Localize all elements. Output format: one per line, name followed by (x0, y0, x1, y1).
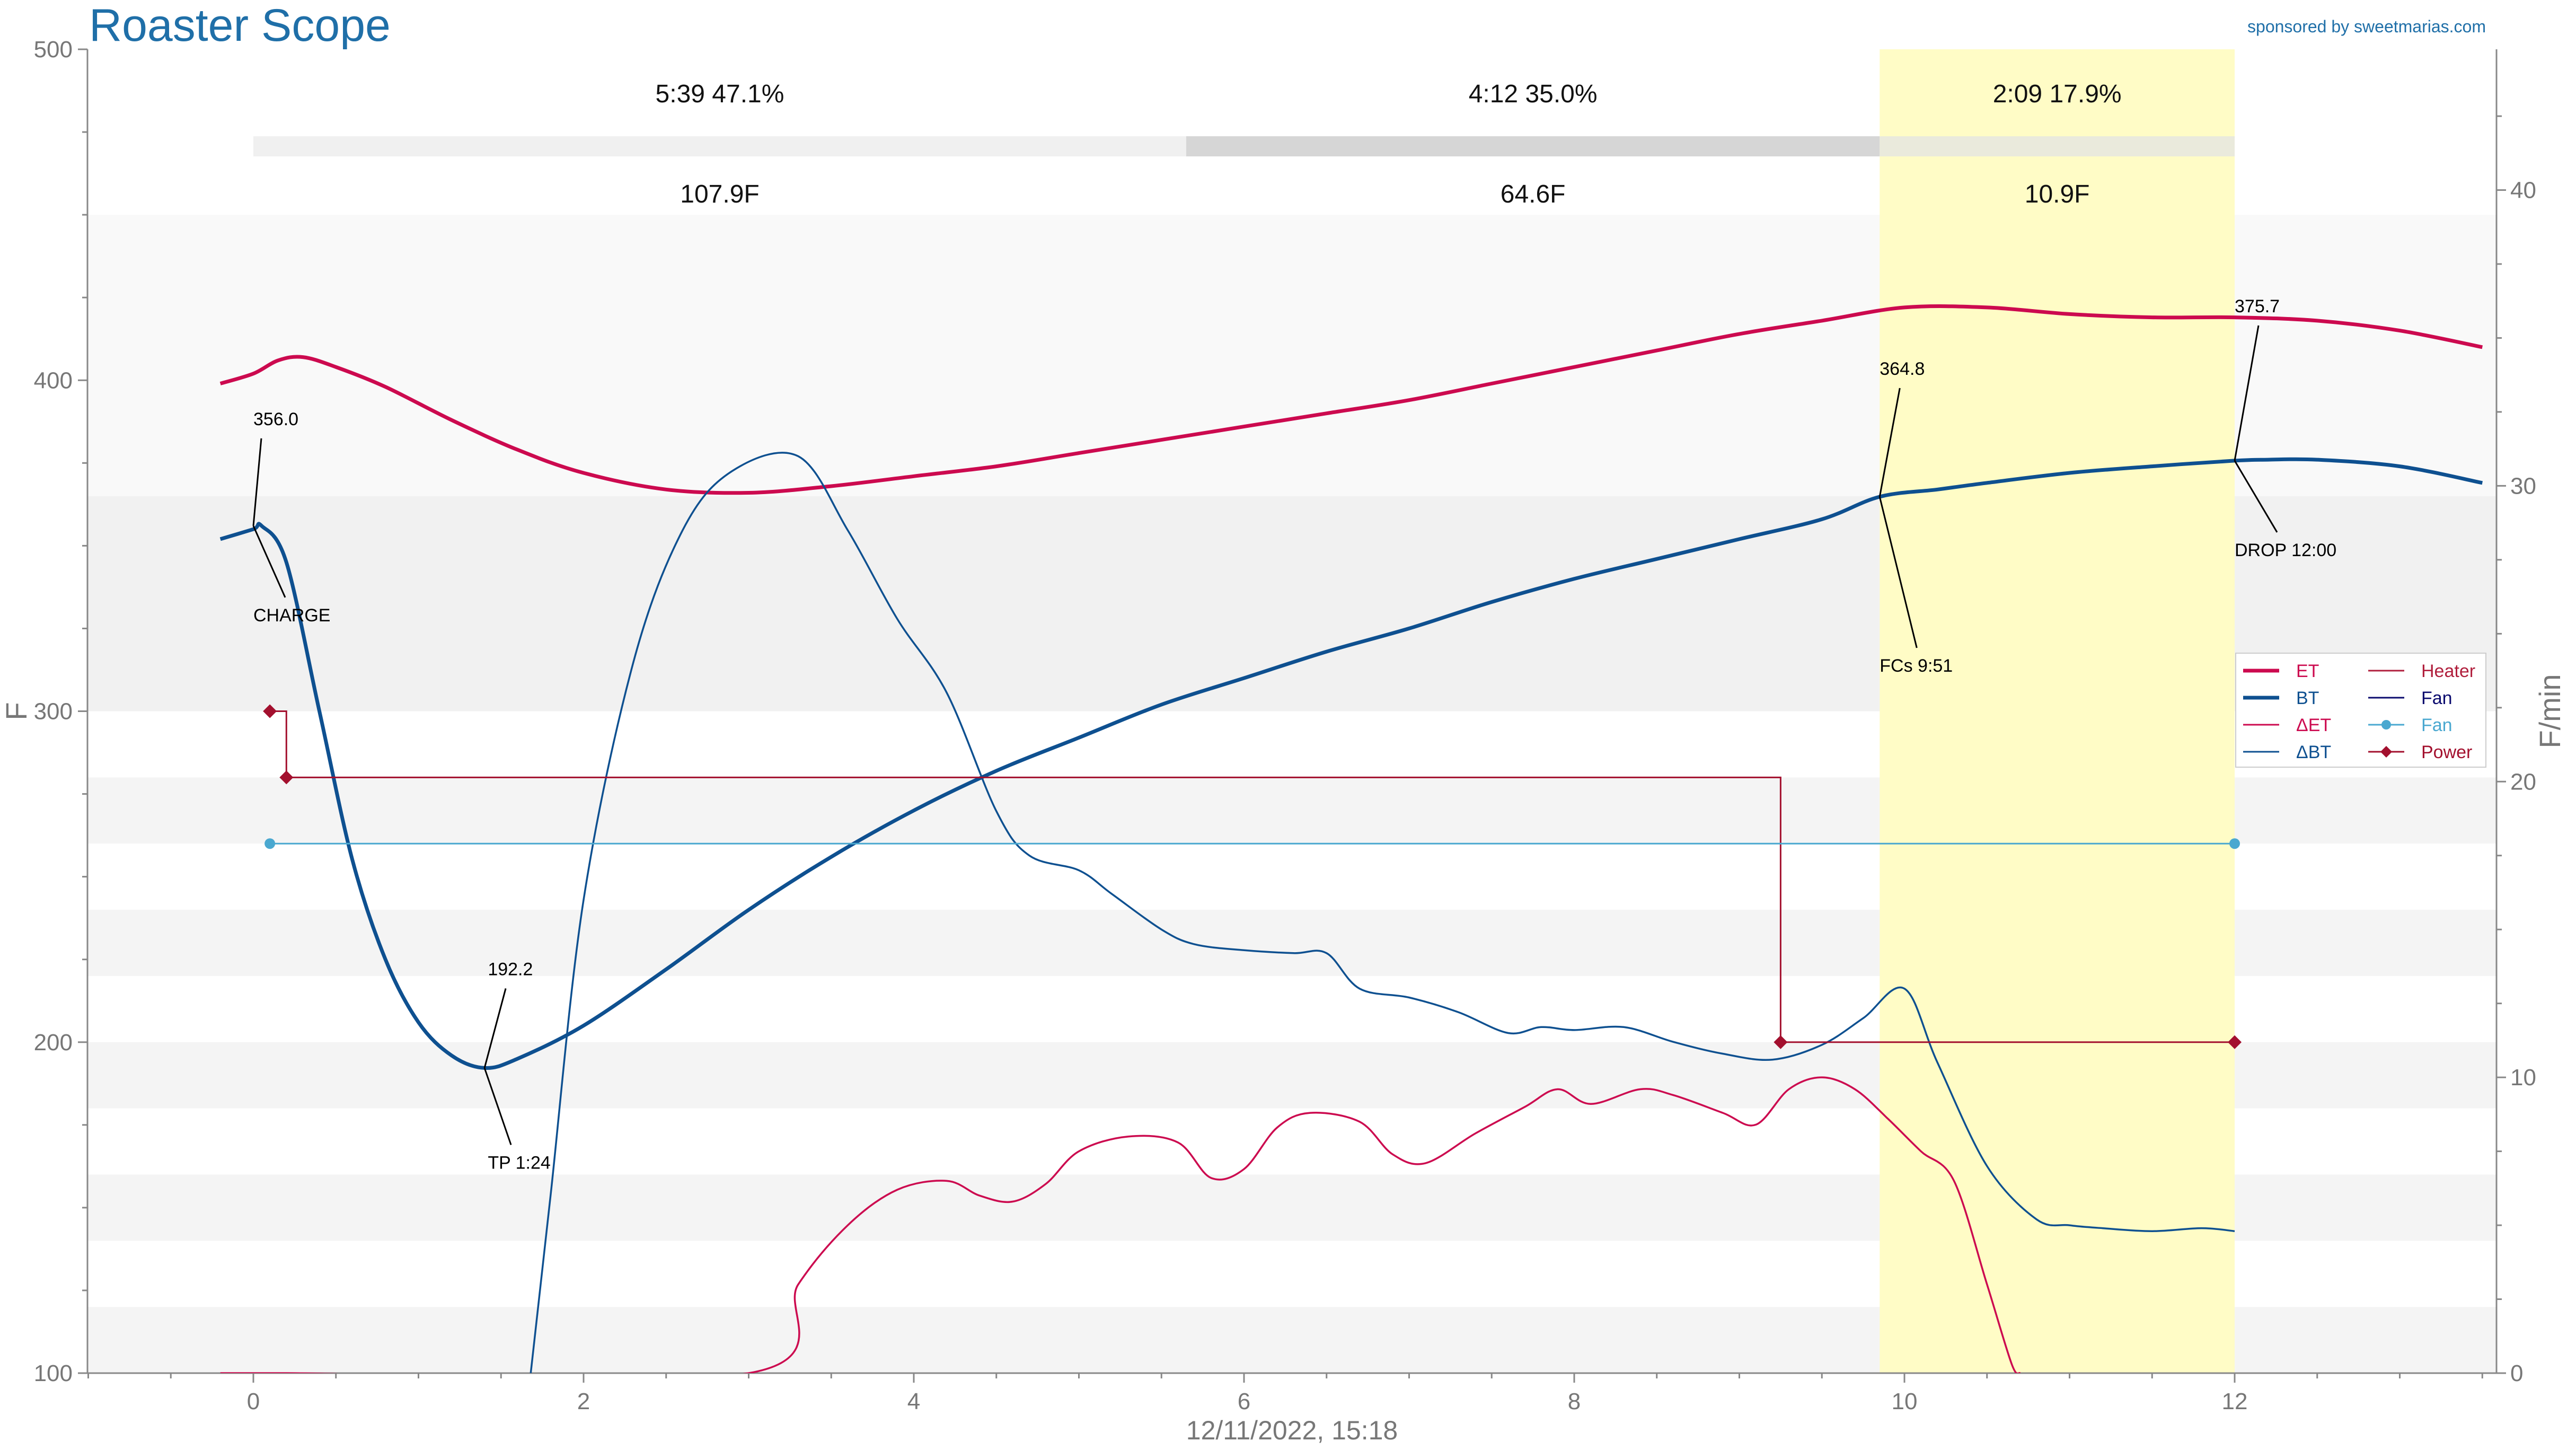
step-power-line (270, 710, 2235, 1043)
phase-segment-1 (253, 136, 1186, 156)
sponsor-link[interactable]: sponsored by sweetmarias.com (2247, 17, 2486, 36)
power-marker (1774, 1035, 1788, 1049)
y-right-axis-label: F/min (2533, 674, 2566, 749)
y-left-tick-label: 300 (34, 699, 73, 725)
y-left-axis-label: F (0, 702, 33, 720)
y-right-tick-label: 40 (2510, 178, 2536, 204)
series-BT-line (219, 457, 2483, 1070)
y-left-tick-label: 100 (34, 1360, 73, 1386)
annotation-down-leader (483, 1067, 512, 1145)
phase-segment-2 (1186, 136, 1880, 156)
x-tick-label: 4 (907, 1389, 920, 1414)
annotation-event: DROP 12:00 (2235, 540, 2336, 560)
y-left-tick-label: 200 (34, 1030, 73, 1056)
x-tick-label: 2 (577, 1389, 590, 1414)
legend-label: BT (2296, 688, 2319, 708)
x-tick-label: 0 (247, 1389, 260, 1414)
phase-3-time: 2:09 17.9% (1993, 80, 2122, 108)
annotation-value: 192.2 (488, 959, 533, 979)
legend: ET BT ΔET ΔBT Heater Fan Fan Power (2235, 653, 2486, 768)
legend-label: Fan (2421, 688, 2453, 708)
development-band (1880, 49, 2235, 1373)
series-dET-line (220, 1076, 2021, 1373)
y-right-tick-label: 0 (2510, 1360, 2523, 1386)
annotation-down-leader (2234, 460, 2278, 533)
annotation-down-leader (1878, 496, 1918, 648)
phase-bar: 5:39 47.1% 107.9F 4:12 35.0% 64.6F 2:09 17.9… (253, 80, 2235, 208)
series-ET-line (219, 304, 2483, 495)
annotation-up-leader (252, 438, 262, 526)
legend-label: ΔET (2296, 715, 2331, 735)
legend-label: Power (2421, 742, 2472, 762)
fan-marker (2229, 838, 2240, 849)
phase-1-rise: 107.9F (680, 180, 759, 208)
x-axis-label: 12/11/2022, 15:18 (1186, 1416, 1398, 1445)
annotation-up-leader (483, 988, 507, 1068)
app-title: Roaster Scope (89, 0, 391, 51)
x-tick-label: 12 (2222, 1389, 2248, 1414)
event-annotations: 356.0 CHARGE 192.2 TP 1:24 364.8 FCs 9:51 375.… (252, 296, 2336, 1173)
annotation-event: FCs 9:51 (1880, 656, 1953, 676)
legend-label: ET (2296, 661, 2319, 681)
legend-label: Fan (2421, 715, 2453, 735)
series-group (219, 304, 2483, 1373)
series-dBT-line (530, 452, 2235, 1373)
legend-label: Heater (2421, 661, 2475, 681)
x-tick-label: 8 (1568, 1389, 1581, 1414)
phase-1-time: 5:39 47.1% (656, 80, 784, 108)
legend-swatch-marker (2380, 746, 2392, 758)
annotation-event: CHARGE (253, 605, 330, 626)
phase-segment-3 (1880, 136, 2235, 156)
y-right-tick-label: 30 (2510, 473, 2536, 499)
fan-marker (264, 838, 276, 849)
y-left-tick-label: 400 (34, 367, 73, 393)
annotation-value: 364.8 (1880, 359, 1925, 379)
annotation-down-leader (252, 525, 286, 598)
power-marker (279, 770, 294, 785)
x-tick-label: 6 (1238, 1389, 1250, 1414)
phase-2-rise: 64.6F (1501, 180, 1566, 208)
annotation-up-leader (2234, 325, 2260, 461)
annotation-up-leader (1878, 388, 1901, 497)
annotation-event: TP 1:24 (488, 1153, 550, 1173)
phase-2-time: 4:12 35.0% (1469, 80, 1598, 108)
legend-swatch-marker (2381, 720, 2391, 730)
annotation-value: 375.7 (2235, 296, 2280, 317)
phase-3-rise: 10.9F (2025, 180, 2090, 208)
annotation-value: 356.0 (253, 409, 298, 429)
step-series-group (263, 704, 2242, 1049)
legend-label: ΔBT (2296, 742, 2331, 762)
power-marker (263, 704, 277, 718)
y-right-tick-label: 10 (2510, 1065, 2536, 1091)
y-left-tick-label: 500 (34, 37, 73, 63)
y-right-tick-label: 20 (2510, 769, 2536, 795)
development-time-band (1880, 49, 2235, 1373)
x-tick-label: 10 (1892, 1389, 1918, 1414)
power-marker (2228, 1035, 2242, 1049)
